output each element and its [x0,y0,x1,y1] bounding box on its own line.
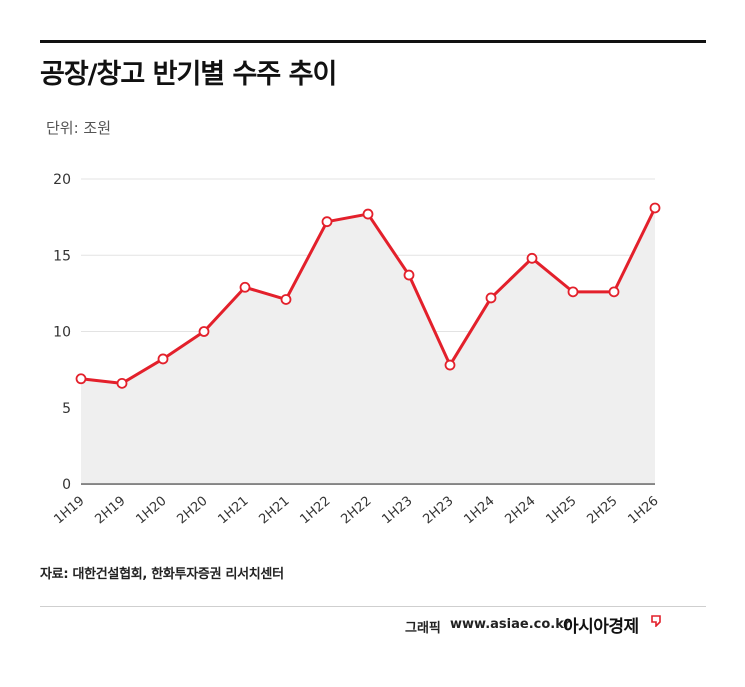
x-tick-label: 2H20 [174,494,210,528]
y-tick-label: 15 [53,248,71,264]
y-tick-label: 20 [53,172,71,188]
bottom-rule [40,606,706,607]
data-point [649,202,661,214]
brand-logo: 아시아경제 [563,617,639,637]
x-tick-label: 2H23 [420,494,456,528]
x-tick-label: 1H26 [625,494,661,528]
series-area [81,207,655,484]
x-tick-label: 2H21 [256,494,292,528]
x-tick-label: 1H20 [133,494,169,528]
y-tick-label: 0 [62,477,71,493]
x-tick-label: 1H21 [215,494,251,528]
top-rule [40,40,706,43]
data-point [75,373,87,385]
x-tick-label: 2H19 [92,494,128,528]
data-point [526,252,538,264]
data-point [116,377,128,389]
data-point [362,208,374,220]
data-point [280,294,292,305]
x-tick-label: 2H25 [584,494,620,528]
x-tick-label: 2H24 [502,494,538,528]
x-tick-label: 1H25 [543,494,579,528]
data-point [608,286,620,298]
data-point [321,216,333,228]
unit-label: 단위: 조원 [46,119,112,137]
data-point [239,281,251,293]
source-note: 자료: 대한건설협회, 한화투자증권 리서치센터 [40,567,284,582]
data-point [403,269,415,281]
x-tick-label: 1H23 [379,494,415,528]
site-url[interactable]: www.asiae.co.kr [450,617,571,632]
x-tick-label: 1H22 [297,494,333,528]
x-tick-label: 1H24 [461,494,497,528]
data-point [198,326,210,337]
chart-title: 공장/창고 반기별 수주 추이 [40,59,337,90]
data-point [567,286,579,298]
y-tick-label: 10 [53,325,71,341]
data-point [485,292,497,304]
data-point [444,359,456,371]
graphic-credit: 그래픽 [405,621,441,636]
data-point [157,353,169,365]
x-tick-label: 2H22 [338,494,374,528]
y-tick-label: 5 [62,401,71,417]
brand-mark-icon [651,615,661,627]
x-tick-label: 1H19 [51,494,87,528]
